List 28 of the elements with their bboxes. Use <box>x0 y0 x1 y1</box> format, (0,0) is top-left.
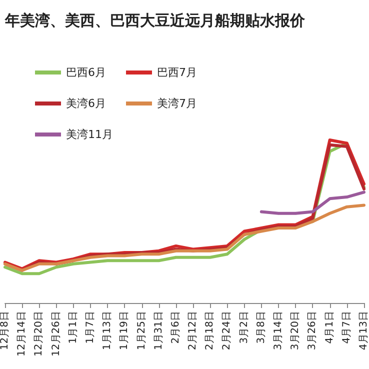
legend-label: 巴西7月 <box>157 66 197 79</box>
chart-title: 年美湾、美西、巴西大豆近远月船期贴水报价 <box>4 12 306 30</box>
x-tick-label: 12月20日 <box>34 311 45 356</box>
x-tick-label: 12月26日 <box>50 311 62 356</box>
x-tick-label: 3月20日 <box>290 311 302 350</box>
x-tick-label: 3月14日 <box>273 311 284 350</box>
x-tick-label: 4月7日 <box>341 311 352 344</box>
x-tick-label: 1月7日 <box>84 311 96 344</box>
x-tick-label: 2月18日 <box>204 311 216 350</box>
x-tick-label: 12月8日 <box>0 311 10 350</box>
x-tick-label: 3月2日 <box>238 311 250 344</box>
x-tick-label: 2月6日 <box>170 311 182 344</box>
legend-label: 美湾6月 <box>66 97 106 110</box>
x-tick-label: 12月14日 <box>16 311 28 356</box>
x-tick-label: 1月1日 <box>68 311 79 344</box>
x-tick-label: 1月19日 <box>119 311 130 350</box>
x-tick-label: 2月12日 <box>188 311 199 350</box>
legend-label: 美湾7月 <box>157 97 197 110</box>
x-tick-label: 1月25日 <box>136 311 148 350</box>
x-tick-label: 2月24日 <box>222 311 233 350</box>
x-tick-label: 1月31日 <box>153 311 164 350</box>
x-tick-label: 4月1日 <box>324 311 336 344</box>
x-tick-label: 3月26日 <box>307 311 318 350</box>
legend-label: 美湾11月 <box>66 128 113 141</box>
legend-label: 巴西6月 <box>66 66 106 79</box>
x-tick-label: 4月13日 <box>358 311 369 350</box>
x-tick-label: 1月13日 <box>102 311 114 350</box>
x-tick-label: 3月8日 <box>256 311 267 344</box>
